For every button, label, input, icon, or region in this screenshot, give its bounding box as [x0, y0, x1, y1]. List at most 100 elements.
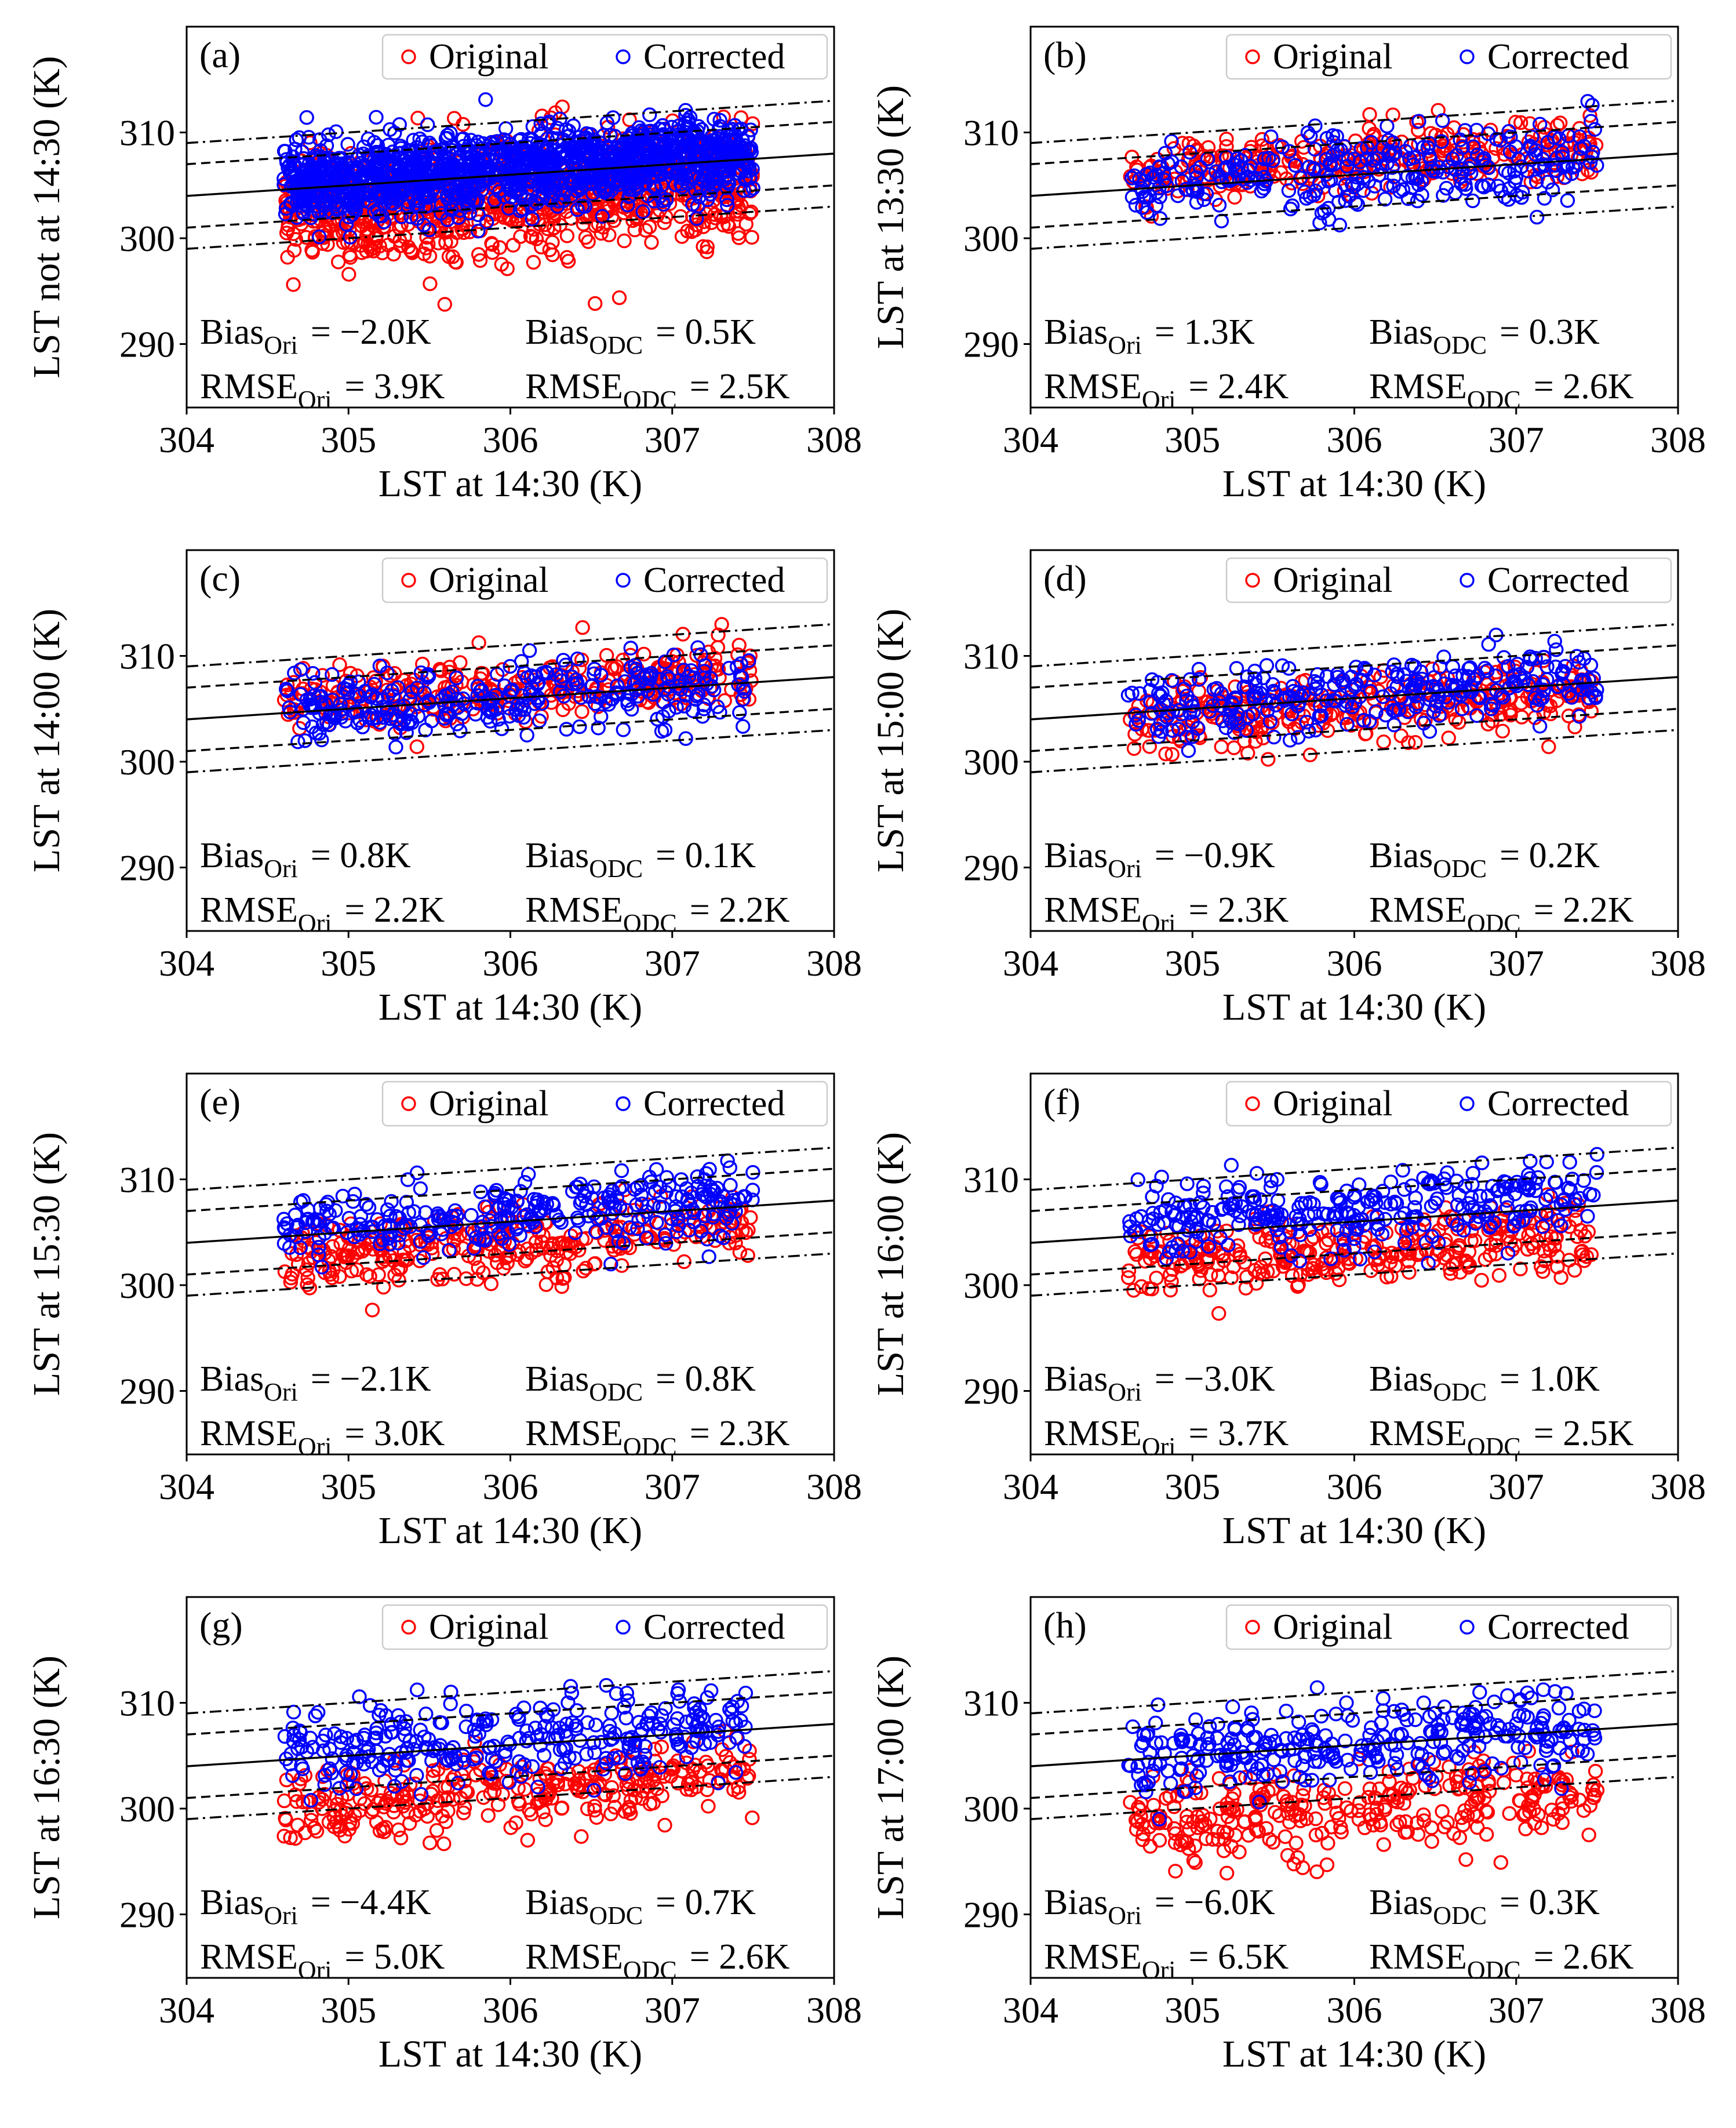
ori-subscript: Ori — [1108, 331, 1142, 359]
scatter-point — [614, 1178, 629, 1194]
scatter-point — [479, 214, 494, 230]
odc-subscript: ODC — [1467, 909, 1521, 937]
scatter-point — [1325, 128, 1341, 143]
scatter-point — [1469, 708, 1484, 723]
scatter-point — [694, 1187, 709, 1202]
y-tick-label: 300 — [119, 1265, 175, 1306]
scatter-point — [1588, 688, 1603, 704]
scatter-point — [561, 253, 576, 269]
scatter-point — [1282, 733, 1298, 748]
scatter-point — [1317, 203, 1332, 219]
scatter-point — [674, 1189, 690, 1205]
odc-subscript: ODC — [589, 331, 643, 359]
scatter-point — [365, 1220, 380, 1235]
scatter-point — [721, 148, 737, 163]
scatter-point — [519, 727, 534, 743]
scatter-point — [440, 212, 455, 227]
scatter-point — [492, 184, 507, 199]
bias-ori-stat: BiasOri = −0.9K — [1044, 836, 1275, 883]
rmse-label: RMSE — [1044, 367, 1142, 406]
scatter-point — [602, 1187, 617, 1202]
scatter-point — [1284, 198, 1300, 213]
x-tick-label: 308 — [806, 943, 862, 984]
scatter-point — [532, 713, 547, 729]
scatter-point — [594, 225, 609, 241]
rmse-label: RMSE — [525, 1414, 623, 1453]
scatter-point — [1182, 705, 1198, 721]
scatter-point — [287, 141, 303, 157]
scatter-point — [471, 214, 486, 230]
scatter-point — [435, 1222, 450, 1237]
scatter-point — [1256, 181, 1272, 196]
scatter-point — [686, 1214, 702, 1229]
scatter-point — [402, 713, 418, 729]
scatter-point — [712, 135, 727, 151]
scatter-point — [473, 1184, 489, 1199]
scatter-point — [721, 123, 736, 138]
scatter-point — [1386, 717, 1402, 733]
scatter-point — [533, 173, 549, 188]
rmse-ori-value: = 2.3K — [1189, 890, 1289, 930]
legend-label-corrected: Corrected — [1487, 37, 1629, 77]
scatter-point — [630, 665, 645, 681]
scatter-point — [664, 119, 679, 135]
scatter-point — [1359, 140, 1375, 155]
scatter-point — [1532, 692, 1548, 707]
scatter-point — [604, 660, 619, 675]
scatter-point — [1344, 699, 1360, 715]
scatter-point — [329, 124, 344, 139]
scatter-point — [572, 719, 587, 734]
scatter-point — [712, 112, 727, 128]
scatter-point — [594, 141, 609, 157]
scatter-point — [1552, 115, 1568, 130]
scatter-point — [1529, 209, 1545, 225]
scatter-point — [548, 1208, 564, 1223]
scatter-point — [412, 1253, 427, 1268]
scatter-point — [399, 163, 414, 179]
bias-label: Bias — [1044, 836, 1108, 875]
scatter-point — [393, 238, 408, 253]
scatter-point — [1229, 661, 1244, 676]
rmse-ori-stat: RMSEOri = 2.2K — [200, 890, 445, 937]
scatter-point — [639, 161, 655, 176]
scatter-point — [1185, 729, 1200, 744]
legend: Original Corrected — [381, 557, 828, 603]
ori-subscript: Ori — [1142, 385, 1176, 414]
y-tick-label: 300 — [119, 218, 175, 259]
x-tick-label: 305 — [321, 1466, 376, 1507]
scatter-point — [1543, 706, 1559, 722]
scatter-point — [614, 1163, 629, 1178]
scatter-point — [312, 176, 327, 191]
scatter-point — [468, 168, 484, 183]
scatter-point — [1536, 682, 1552, 697]
scatter-point — [624, 126, 640, 141]
scatter-point — [423, 276, 438, 292]
rmse-odc-stat: RMSEODC = 2.2K — [1369, 890, 1634, 937]
scatter-point — [283, 162, 299, 177]
scatter-point — [1392, 184, 1407, 199]
scatter-point — [1203, 696, 1218, 711]
rmse-label: RMSE — [1369, 367, 1467, 406]
scatter-point — [1237, 733, 1252, 749]
scatter-point — [1396, 667, 1411, 682]
legend-label-corrected: Corrected — [643, 561, 785, 600]
scatter-point — [315, 717, 331, 732]
scatter-point — [1481, 636, 1496, 652]
scatter-point — [522, 643, 537, 659]
scatter-point — [1120, 687, 1136, 703]
scatter-point — [289, 132, 304, 148]
scatter-point — [1380, 118, 1395, 134]
scatter-point — [409, 1165, 425, 1180]
scatter-point — [1136, 190, 1152, 205]
scatter-point — [744, 230, 759, 245]
scatter-point — [712, 1228, 728, 1243]
scatter-point — [1557, 170, 1573, 185]
plus-5k-dashdot-line — [1031, 100, 1678, 144]
scatter-point — [1410, 696, 1425, 711]
scatter-point — [297, 733, 312, 748]
scatter-point — [365, 687, 380, 703]
scatter-point — [290, 734, 305, 750]
scatter-point — [489, 1183, 504, 1198]
scatter-point — [1416, 172, 1431, 187]
